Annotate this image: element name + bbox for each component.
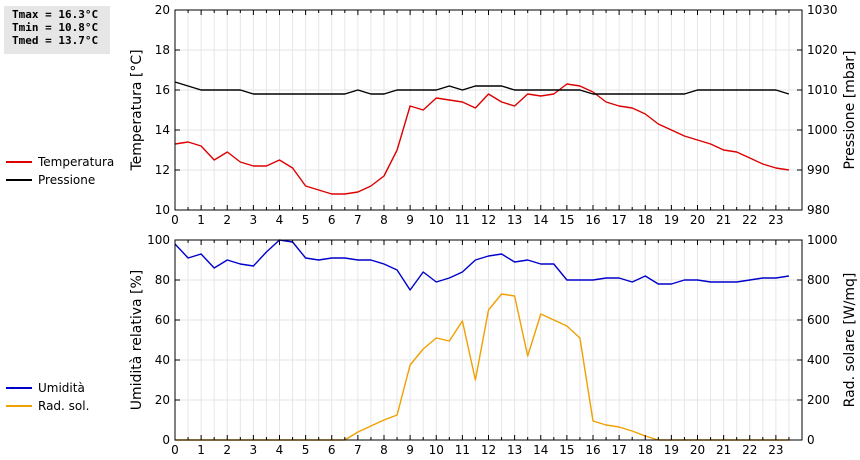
y-tick-label-left: 14 [155, 123, 170, 137]
legend-label: Umidità [38, 381, 85, 395]
y-tick-label-left: 10 [155, 203, 170, 217]
y-tick-label-left: 60 [155, 313, 170, 327]
x-tick-label: 2 [223, 443, 231, 457]
x-tick-label: 10 [429, 443, 444, 457]
y-tick-label-left: 0 [162, 433, 170, 447]
x-tick-label: 7 [354, 213, 362, 227]
y-tick-label-right: 1030 [807, 3, 838, 17]
y-tick-label-right: 1020 [807, 43, 838, 57]
x-tick-label: 14 [533, 213, 548, 227]
x-tick-label: 8 [380, 213, 388, 227]
x-tick-label: 14 [533, 443, 548, 457]
x-tick-label: 5 [302, 213, 310, 227]
tmin-text: Tmin = 10.8°C [12, 21, 99, 34]
x-tick-label: 0 [171, 213, 179, 227]
x-tick-label: 2 [223, 213, 231, 227]
x-tick-label: 0 [171, 443, 179, 457]
x-tick-label: 16 [585, 443, 600, 457]
x-tick-label: 18 [638, 443, 653, 457]
x-tick-label: 21 [716, 213, 731, 227]
y-tick-label-left: 40 [155, 353, 170, 367]
x-tick-label: 12 [481, 443, 496, 457]
x-tick-label: 9 [406, 213, 414, 227]
y-tick-label-right: 990 [807, 163, 830, 177]
x-tick-label: 20 [690, 213, 705, 227]
x-tick-label: 15 [559, 443, 574, 457]
x-tick-label: 15 [559, 213, 574, 227]
y-tick-label-right: 600 [807, 313, 830, 327]
y-tick-label-right: 400 [807, 353, 830, 367]
x-tick-label: 13 [507, 443, 522, 457]
x-tick-label: 20 [690, 443, 705, 457]
y-tick-label-right: 1000 [807, 123, 838, 137]
y-tick-label-left: 20 [155, 3, 170, 17]
stats-box: Tmax = 16.3°C Tmin = 10.8°C Tmed = 13.7°… [4, 6, 110, 54]
x-tick-label: 22 [742, 443, 757, 457]
y-tick-label-left: 100 [147, 233, 170, 247]
x-tick-label: 7 [354, 443, 362, 457]
y-tick-label-left: 16 [155, 83, 170, 97]
x-tick-label: 3 [250, 443, 258, 457]
y-tick-label-right: 200 [807, 393, 830, 407]
y-tick-label-right: 1010 [807, 83, 838, 97]
y-axis-title-right: Rad. solare [W/mq] [842, 273, 858, 408]
tmax-text: Tmax = 16.3°C [12, 8, 99, 21]
legend-label: Pressione [38, 173, 95, 187]
y-axis-title-left: Temperatura [°C] [129, 49, 145, 171]
x-tick-label: 6 [328, 443, 336, 457]
y-tick-label-right: 800 [807, 273, 830, 287]
x-tick-label: 13 [507, 213, 522, 227]
y-tick-label-right: 980 [807, 203, 830, 217]
y-tick-label-left: 20 [155, 393, 170, 407]
y-tick-label-left: 12 [155, 163, 170, 177]
x-tick-label: 21 [716, 443, 731, 457]
x-tick-label: 19 [664, 443, 679, 457]
x-tick-label: 4 [276, 213, 284, 227]
x-tick-label: 1 [197, 213, 205, 227]
x-tick-label: 12 [481, 213, 496, 227]
legend-top: Temperatura Pressione [6, 155, 114, 187]
x-tick-label: 9 [406, 443, 414, 457]
tmed-text: Tmed = 13.7°C [12, 34, 99, 47]
x-tick-label: 17 [611, 213, 626, 227]
legend-bottom: Umidità Rad. sol. [6, 381, 89, 413]
y-tick-label-right: 1000 [807, 233, 838, 247]
x-tick-label: 5 [302, 443, 310, 457]
x-tick-label: 11 [455, 213, 470, 227]
series-line-pressione [174, 81, 790, 95]
y-tick-label-right: 0 [807, 433, 815, 447]
x-tick-label: 17 [611, 443, 626, 457]
y-axis-title-left: Umidità relativa [%] [129, 270, 145, 411]
humidity-radiation-chart: 0 1 2 3 4 5 6 7 8 9 10 11 12 13 14 15 16 17 18 19 20 21 22 2302… [129, 233, 858, 457]
temperature-pressure-chart: 0 1 2 3 4 5 6 7 8 9 10 11 12 13 14 15 16 17 18 19 20 21 22 2310… [129, 3, 858, 227]
x-tick-label: 11 [455, 443, 470, 457]
x-tick-label: 16 [585, 213, 600, 227]
x-tick-label: 4 [276, 443, 284, 457]
x-tick-label: 6 [328, 213, 336, 227]
x-tick-label: 22 [742, 213, 757, 227]
x-tick-label: 1 [197, 443, 205, 457]
y-axis-title-right: Pressione [mbar] [842, 50, 858, 169]
x-tick-label: 8 [380, 443, 388, 457]
legend-label: Rad. sol. [38, 399, 89, 413]
legend-label: Temperatura [37, 155, 114, 169]
x-tick-label: 23 [768, 443, 783, 457]
x-tick-label: 19 [664, 213, 679, 227]
series-line-umidita [174, 239, 790, 291]
x-tick-label: 18 [638, 213, 653, 227]
x-tick-label: 3 [250, 213, 258, 227]
x-tick-label: 10 [429, 213, 444, 227]
y-tick-label-left: 18 [155, 43, 170, 57]
x-tick-label: 23 [768, 213, 783, 227]
y-tick-label-left: 80 [155, 273, 170, 287]
series-line-temperatura [174, 83, 790, 195]
